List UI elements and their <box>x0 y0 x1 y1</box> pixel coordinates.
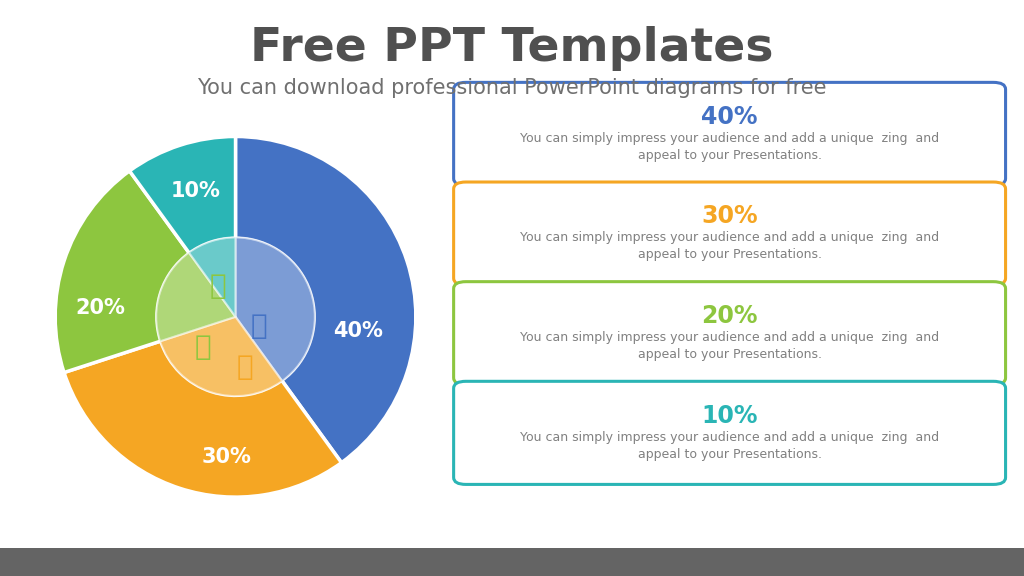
Wedge shape <box>160 317 283 396</box>
Text: 40%: 40% <box>701 105 758 128</box>
Text: 🖨: 🖨 <box>209 272 226 300</box>
Text: You can download professional PowerPoint diagrams for free: You can download professional PowerPoint… <box>198 78 826 98</box>
Text: 20%: 20% <box>701 304 758 328</box>
Wedge shape <box>236 237 314 381</box>
Wedge shape <box>236 137 416 463</box>
Text: You can simply impress your audience and add a unique  zing  and
appeal to your : You can simply impress your audience and… <box>520 331 939 361</box>
Text: You can simply impress your audience and add a unique  zing  and
appeal to your : You can simply impress your audience and… <box>520 430 939 461</box>
Text: 📢: 📢 <box>237 353 253 381</box>
Circle shape <box>157 237 314 396</box>
Wedge shape <box>55 171 236 373</box>
Wedge shape <box>236 237 314 381</box>
Wedge shape <box>188 237 236 317</box>
Wedge shape <box>188 237 236 317</box>
Text: You can simply impress your audience and add a unique  zing  and
appeal to your : You can simply impress your audience and… <box>520 231 939 262</box>
Text: 30%: 30% <box>701 204 758 228</box>
Wedge shape <box>129 137 236 317</box>
Text: 10%: 10% <box>171 181 221 200</box>
Text: 10%: 10% <box>701 404 758 427</box>
Text: 💬: 💬 <box>195 334 211 362</box>
Text: Free PPT Templates: Free PPT Templates <box>250 26 774 71</box>
Wedge shape <box>157 253 236 342</box>
Text: 📖: 📖 <box>251 312 267 340</box>
Text: 40%: 40% <box>333 321 383 341</box>
Text: 20%: 20% <box>76 298 125 318</box>
Text: You can simply impress your audience and add a unique  zing  and
appeal to your : You can simply impress your audience and… <box>520 131 939 162</box>
Wedge shape <box>160 317 283 396</box>
Text: 30%: 30% <box>202 448 252 468</box>
Wedge shape <box>65 317 342 497</box>
Wedge shape <box>157 253 236 342</box>
